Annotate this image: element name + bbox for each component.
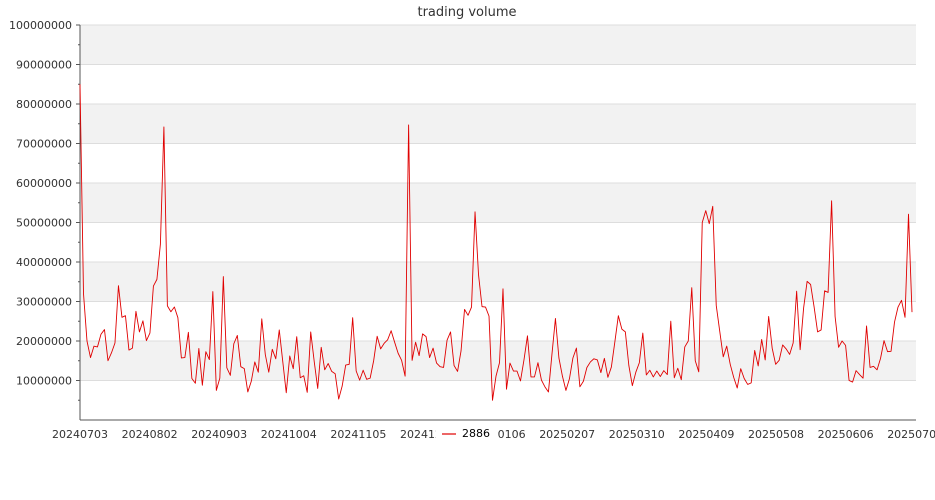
y-tick-label: 40000000 (16, 256, 72, 269)
series-layer (79, 84, 913, 401)
x-tick-label: 20250310 (609, 428, 665, 441)
x-tick-label: 20240903 (191, 428, 247, 441)
background-bands (80, 25, 916, 381)
y-tick-label: 50000000 (16, 217, 72, 230)
y-tick-label: 10000000 (16, 375, 72, 388)
grid-band (80, 183, 916, 223)
y-tick-label: 60000000 (16, 177, 72, 190)
x-tick-label: 20240703 (52, 428, 108, 441)
x-tick-label: 20250207 (539, 428, 595, 441)
series-line-2886 (79, 84, 913, 401)
chart-title: trading volume (417, 5, 516, 20)
x-tick-label: 20250409 (678, 428, 734, 441)
grid-lines (80, 24, 916, 381)
y-tick-label: 30000000 (16, 296, 72, 309)
legend-label: 2886 (462, 427, 490, 440)
y-tick-label: 70000000 (16, 138, 72, 151)
y-tick-label: 100000000 (9, 19, 72, 32)
x-tick-label: 20241105 (330, 428, 386, 441)
y-tick-label: 90000000 (16, 59, 72, 72)
legend-background (436, 425, 498, 441)
x-tick-label: 20250703 (887, 428, 935, 441)
y-tick-label: 20000000 (16, 335, 72, 348)
grid-band (80, 104, 916, 144)
grid-band (80, 25, 916, 65)
grid-band (80, 341, 916, 381)
x-tick-label: 20240802 (122, 428, 178, 441)
x-tick-label: 20250508 (748, 428, 804, 441)
grid-band (80, 262, 916, 302)
x-tick-label: 20241004 (261, 428, 317, 441)
legend: 2886 (436, 425, 498, 441)
y-tick-label: 80000000 (16, 98, 72, 111)
x-tick-label: 20250606 (818, 428, 874, 441)
